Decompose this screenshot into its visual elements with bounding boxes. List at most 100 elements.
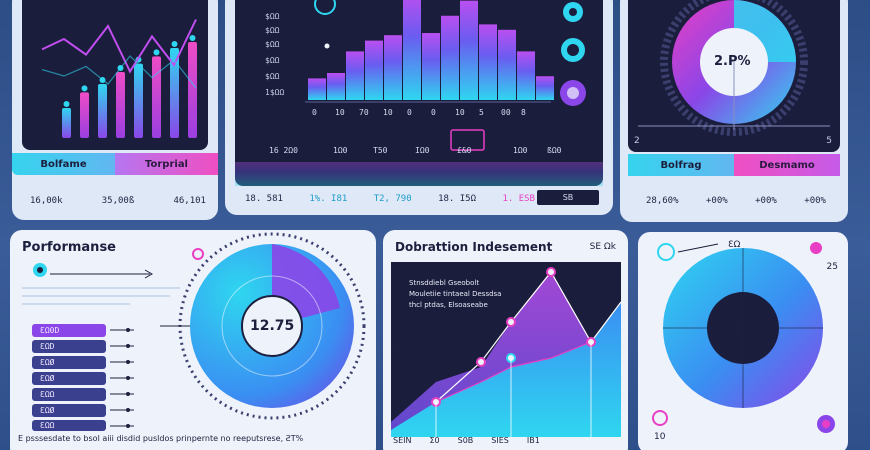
area-chart [371,267,622,437]
selected-chip-frame [450,129,485,151]
performance-value: 12.75 [250,318,295,334]
dist-value-5: 1. ESB [502,194,535,204]
area-chart-title: Dobrattion Indesement [395,240,553,254]
distribution-bar [346,51,364,100]
y-label-2: $ΩΩ [265,26,280,35]
distribution-bar [384,35,402,101]
trend-chart [41,19,197,138]
card-trend-summary: Bolfame Torprial 16,00k 35,00ß 46,101 [12,0,218,220]
gauge-value-3: +00% [755,196,777,206]
area-chart-axis: SEIN Σ0 S0B SIES IB1 [393,436,540,445]
performance-graphic [22,232,366,428]
trend-bar [152,56,161,138]
tab-bolfrag[interactable]: Bolfrag [628,154,734,176]
area-chart-description: Stnsddiebl Gseobolt Mouletiie tintaeal D… [409,279,502,309]
legend-item-3[interactable]: ƐΩØ [32,356,106,369]
card-area-chart: Dobrattion Indesement SE Ωk [371,230,628,450]
performance-footer: E psssesdate to bsol aiii disdid pusldos… [18,434,304,443]
chip-1[interactable]: 16 2Ω0 [269,146,298,155]
gauge-panel: 2.P% 2 5 [628,0,840,152]
trend-bar [80,92,89,138]
dist-value-4: 18. I5Ω [438,194,477,204]
trend-tabs: Bolfame Torprial [12,153,218,175]
legend-item-7[interactable]: ƐΩΩ [32,420,106,431]
y-label-5: $ΩΩ [265,72,280,81]
x-label-7: 10 [455,108,465,117]
trend-bar-marker [63,101,70,107]
legend-leader-dot [126,344,130,348]
x-label-9: 00 [501,108,511,117]
gauge-value-1: 28,60% [646,196,679,206]
trend-value-2: 35,00ß [101,196,135,206]
bar-chart-panel: $ΩΩ $ΩΩ $ΩΩ $ΩΩ $ΩΩ 1$ΩΩ [235,0,603,186]
legend-leader-dot [126,424,130,428]
distribution-bar [308,78,326,100]
pin-icon [192,248,204,260]
trend-bar [134,63,143,138]
radial-corner-value: ƐΩ [728,240,741,250]
area-chart-range: SE Ωk [589,242,616,252]
tab-torprial[interactable]: Torprial [115,153,218,175]
trend-bar [170,48,179,138]
gauge-chart [638,0,830,136]
trend-bar [188,42,197,138]
legend-item-2[interactable]: ƐΩD [32,340,106,353]
trend-value-1: 16,00k [30,196,63,206]
x-label-4: 10 [383,108,393,117]
radial-top-icon[interactable] [657,243,675,261]
dist-value-1: 18. 581 [245,194,283,204]
trend-value-3: 46,101 [173,196,206,206]
trend-bar-marker [153,49,160,56]
radial-badge-icon [810,242,822,254]
distribution-bar [403,0,421,100]
chip-2[interactable]: 1Ω0 [333,146,348,155]
trend-bar [116,72,125,138]
area-axis-label-1: SEIN [393,436,412,445]
distribution-values: 18. 581 1%. I81 T2, 790 18. I5Ω 1. ESB [245,194,535,204]
trend-bar-marker [81,85,88,92]
tab-bolfame[interactable]: Bolfame [12,153,115,175]
gauge-value-2: +00% [705,196,728,206]
legend-item-5[interactable]: ƐΩΩ [32,388,106,401]
performance-center [241,295,303,357]
chip-3[interactable]: T50 [373,146,388,155]
legend-item-6[interactable]: ƐΩØ [32,404,106,417]
distribution-badge[interactable]: SB [537,190,599,205]
legend-leader-dot [126,408,130,412]
performance-title: Porformanse [22,240,116,255]
distribution-bar [327,73,345,100]
area-chart-panel: Stnsddiebl Gseobolt Mouletiie tintaeal D… [371,262,622,437]
radial-bottom-icon[interactable] [652,410,668,426]
distribution-bar [498,29,516,100]
legend-item-4[interactable]: ƐΩØ [32,372,106,385]
legend-item-1[interactable]: ƐΩ0D [32,324,106,337]
card-performance: Porformanse 12.75 ƐΩ0D ƐΩD ƐΩØ ƐΩØ ƐΩΩ Ɛ… [10,230,376,450]
distribution-bar [517,51,535,100]
legend-leader-dot [126,392,130,396]
chip-5[interactable]: £&0 [457,146,472,155]
marker-dot [324,43,330,49]
tab-desmamo[interactable]: Desmamo [734,154,840,176]
chip-7[interactable]: ßΩ0 [547,146,562,155]
radial-chart [652,242,835,433]
gauge-scale-right: 5 [826,136,832,146]
distribution-bar [479,24,497,100]
chip-6[interactable]: 1Ω0 [513,146,528,155]
card-gauge: 2.P% 2 5 Bolfrag Desmamo 28,60% +00% +00… [620,0,848,222]
ring-icon [314,0,336,15]
dist-value-2: 1%. I81 [309,194,348,204]
x-label-1: 0 [312,108,317,117]
gauge-tabs: Bolfrag Desmamo [628,154,840,176]
distribution-bar [536,76,554,100]
y-label-6: 1$ΩΩ [265,88,285,97]
trend-bar [62,108,71,138]
chip-4[interactable]: IΩ0 [415,146,430,155]
area-axis-label-4: SIES [491,436,509,445]
area-axis-label-2: Σ0 [429,436,440,445]
gauge-scale-left: 2 [634,136,640,146]
area-axis-label-5: IB1 [526,436,540,445]
x-label-8: 5 [479,108,484,117]
trend-values: 16,00k 35,00ß 46,101 [30,196,206,206]
gauge-value: 2.P% [714,54,751,69]
x-label-10: 8 [521,108,526,117]
